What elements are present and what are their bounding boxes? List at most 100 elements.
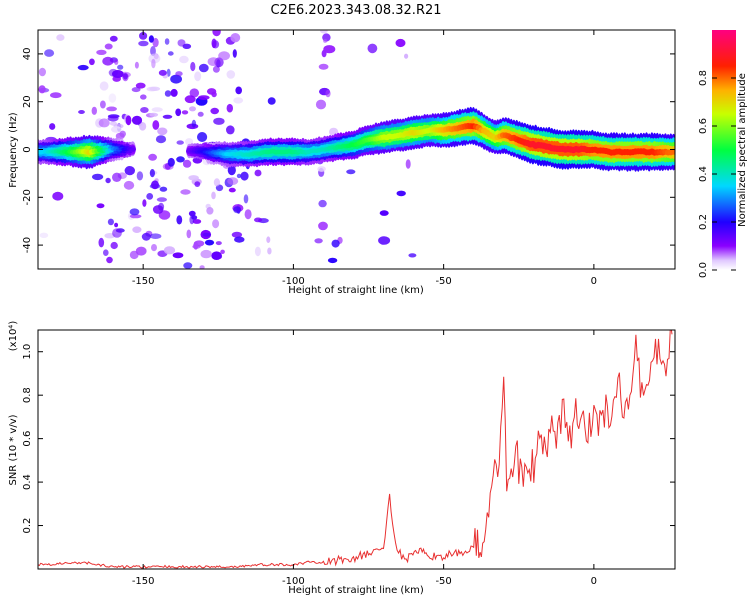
- noise-blob: [105, 177, 111, 184]
- noise-blob: [244, 209, 252, 220]
- noise-blob: [148, 53, 161, 64]
- noise-blob: [141, 232, 151, 241]
- noise-blob: [228, 187, 236, 193]
- noise-blob: [405, 159, 411, 169]
- noise-blob: [194, 181, 201, 188]
- noise-blob: [325, 89, 331, 98]
- noise-blob: [240, 171, 249, 181]
- spectrogram-y-ticks: -40 -20 0 20 40: [22, 48, 675, 253]
- noise-blob: [179, 55, 189, 64]
- noise-blob: [318, 63, 329, 70]
- noise-blob: [210, 107, 219, 115]
- noise-blob: [346, 169, 356, 175]
- snr-plot-area: [38, 330, 675, 569]
- noise-blob: [149, 86, 161, 92]
- noise-blob: [91, 106, 98, 115]
- snr-x-ticks: -150 -100 -50 0: [132, 330, 597, 587]
- x-tick-label: 0: [591, 576, 597, 587]
- colorbar-label: Normalized spectral amplitude: [737, 73, 748, 227]
- y-tick-label: -40: [22, 237, 33, 253]
- colorbar-ticks: 0.0 0.2 0.4 0.6 0.8: [698, 70, 736, 278]
- noise-blob: [170, 74, 183, 84]
- x-tick-label: -50: [435, 276, 451, 287]
- noise-blob: [232, 49, 237, 58]
- noise-blob: [227, 165, 236, 176]
- noise-blob: [139, 32, 148, 40]
- noise-blob: [331, 239, 340, 248]
- noise-blob: [318, 199, 327, 208]
- noise-blob: [167, 157, 175, 167]
- noise-blob: [107, 115, 119, 122]
- colorbar-tick-label: 0.6: [698, 118, 709, 134]
- noise-blob: [170, 88, 178, 97]
- spectrogram-x-ticks: -150 -100 -50 0: [132, 30, 597, 287]
- noise-blob: [212, 30, 221, 37]
- noise-blob: [56, 34, 65, 41]
- noise-blob: [320, 30, 328, 34]
- colorbar-gradient: [712, 30, 736, 270]
- noise-blob: [38, 85, 46, 94]
- noise-blob: [155, 135, 167, 144]
- noise-blob: [177, 39, 186, 47]
- noise-blob: [200, 249, 212, 259]
- noise-blob: [193, 241, 199, 250]
- noise-blob: [131, 115, 143, 125]
- snr-y-label: SNR (10 * v/v): [8, 414, 19, 485]
- y-tick-label: 0.4: [22, 474, 33, 490]
- y-tick-label: 0: [22, 146, 33, 152]
- noise-blob: [106, 106, 117, 112]
- noise-blob: [148, 153, 158, 161]
- noise-blob: [266, 236, 271, 243]
- noise-blob: [163, 246, 176, 255]
- noise-blob: [227, 177, 239, 186]
- noise-blob: [327, 257, 338, 264]
- snr-line: [38, 330, 673, 569]
- noise-blob: [49, 123, 56, 130]
- noise-blob: [226, 70, 236, 79]
- noise-blob: [102, 56, 114, 66]
- noise-blob: [151, 244, 157, 252]
- noise-blob: [164, 38, 170, 45]
- noise-blob: [191, 215, 198, 220]
- spectrogram-y-label: Frequency (Hz): [8, 112, 19, 188]
- noise-blob: [122, 72, 129, 82]
- noise-blob: [202, 232, 211, 237]
- noise-blob: [216, 59, 221, 68]
- noise-blob: [194, 71, 202, 82]
- noise-blob: [197, 132, 208, 142]
- noise-blob: [135, 82, 146, 89]
- noise-blob: [231, 231, 243, 238]
- noise-blob: [216, 254, 223, 259]
- noise-blob: [78, 110, 85, 114]
- noise-blob: [189, 106, 196, 112]
- noise-blob: [198, 95, 210, 100]
- noise-blob: [149, 169, 155, 178]
- noise-blob: [396, 190, 406, 197]
- noise-blob: [206, 88, 217, 95]
- noise-blob: [213, 117, 225, 125]
- noise-blob: [117, 64, 124, 70]
- noise-blob: [318, 221, 328, 231]
- noise-blob: [115, 132, 125, 140]
- noise-blob: [98, 118, 110, 128]
- noise-blob: [112, 172, 122, 182]
- noise-blob: [408, 253, 417, 258]
- noise-blob: [158, 202, 165, 211]
- snr-frame: [37, 329, 676, 570]
- noise-blob: [100, 100, 106, 109]
- y-tick-label: 0.2: [22, 518, 33, 534]
- colorbar-tick-label: 0.2: [698, 214, 709, 230]
- noise-blob: [218, 51, 231, 61]
- noise-blob: [151, 180, 159, 190]
- noise-blob: [142, 199, 147, 207]
- noise-blob: [176, 140, 184, 145]
- noise-blob: [235, 86, 242, 95]
- colorbar: 0.0 0.2 0.4 0.6 0.8 Normalized spectral ampl…: [698, 30, 748, 278]
- noise-blob: [226, 125, 235, 135]
- noise-blob: [129, 214, 142, 219]
- noise-blob: [183, 262, 193, 269]
- x-tick-label: -150: [132, 276, 155, 287]
- ridge-cell: [670, 148, 675, 155]
- x-tick-label: -100: [282, 576, 305, 587]
- noise-blob: [211, 191, 216, 200]
